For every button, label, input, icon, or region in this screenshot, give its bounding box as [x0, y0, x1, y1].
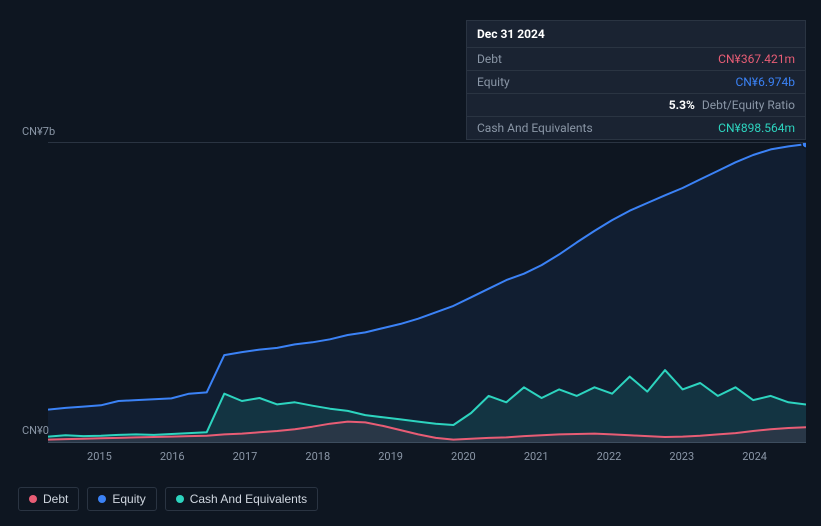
- legend-item-cash-and-equivalents[interactable]: Cash And Equivalents: [165, 487, 318, 511]
- x-tick-label: 2018: [281, 450, 354, 468]
- tooltip-value: CN¥6.974b: [735, 75, 795, 89]
- x-tick-label: 2019: [354, 450, 427, 468]
- chart-svg: [48, 143, 806, 443]
- x-tick-label: 2020: [427, 450, 500, 468]
- tooltip-date: Dec 31 2024: [467, 21, 805, 48]
- y-axis-max: CN¥7b: [22, 125, 55, 138]
- tooltip-label: Cash And Equivalents: [477, 121, 593, 135]
- legend: Debt Equity Cash And Equivalents: [18, 487, 318, 511]
- x-tick-label: 2021: [500, 450, 573, 468]
- chart-area: [48, 143, 806, 443]
- tooltip-row: Cash And Equivalents CN¥898.564m: [467, 117, 805, 139]
- x-tick-label: 2022: [573, 450, 646, 468]
- tooltip-label: Equity: [477, 75, 510, 89]
- x-tick-label: 2017: [209, 450, 282, 468]
- tooltip-row: 5.3% Debt/Equity Ratio: [467, 94, 805, 117]
- x-tick-label: 2024: [718, 450, 791, 468]
- legend-dot-icon: [176, 495, 184, 503]
- legend-label: Cash And Equivalents: [190, 492, 307, 506]
- x-axis-labels: 2015201620172018201920202021202220232024: [48, 450, 806, 468]
- tooltip-row: Debt CN¥367.421m: [467, 48, 805, 71]
- legend-dot-icon: [98, 495, 106, 503]
- legend-label: Debt: [43, 492, 68, 506]
- tooltip-label: Debt: [477, 52, 502, 66]
- tooltip-value: CN¥367.421m: [718, 52, 795, 66]
- tooltip-value: 5.3% Debt/Equity Ratio: [669, 98, 795, 112]
- x-tick-label: 2016: [136, 450, 209, 468]
- tooltip-box: Dec 31 2024 Debt CN¥367.421m Equity CN¥6.97…: [466, 20, 806, 140]
- tooltip-row: Equity CN¥6.974b: [467, 71, 805, 94]
- legend-dot-icon: [29, 495, 37, 503]
- y-axis-min: CN¥0: [22, 424, 49, 437]
- legend-item-debt[interactable]: Debt: [18, 487, 79, 511]
- x-tick-label: 2023: [645, 450, 718, 468]
- tooltip-rows: Debt CN¥367.421m Equity CN¥6.974b 5.3% Debt/…: [467, 48, 805, 139]
- legend-label: Equity: [112, 492, 145, 506]
- legend-item-equity[interactable]: Equity: [87, 487, 156, 511]
- tooltip-value: CN¥898.564m: [718, 121, 795, 135]
- x-tick-label: 2015: [63, 450, 136, 468]
